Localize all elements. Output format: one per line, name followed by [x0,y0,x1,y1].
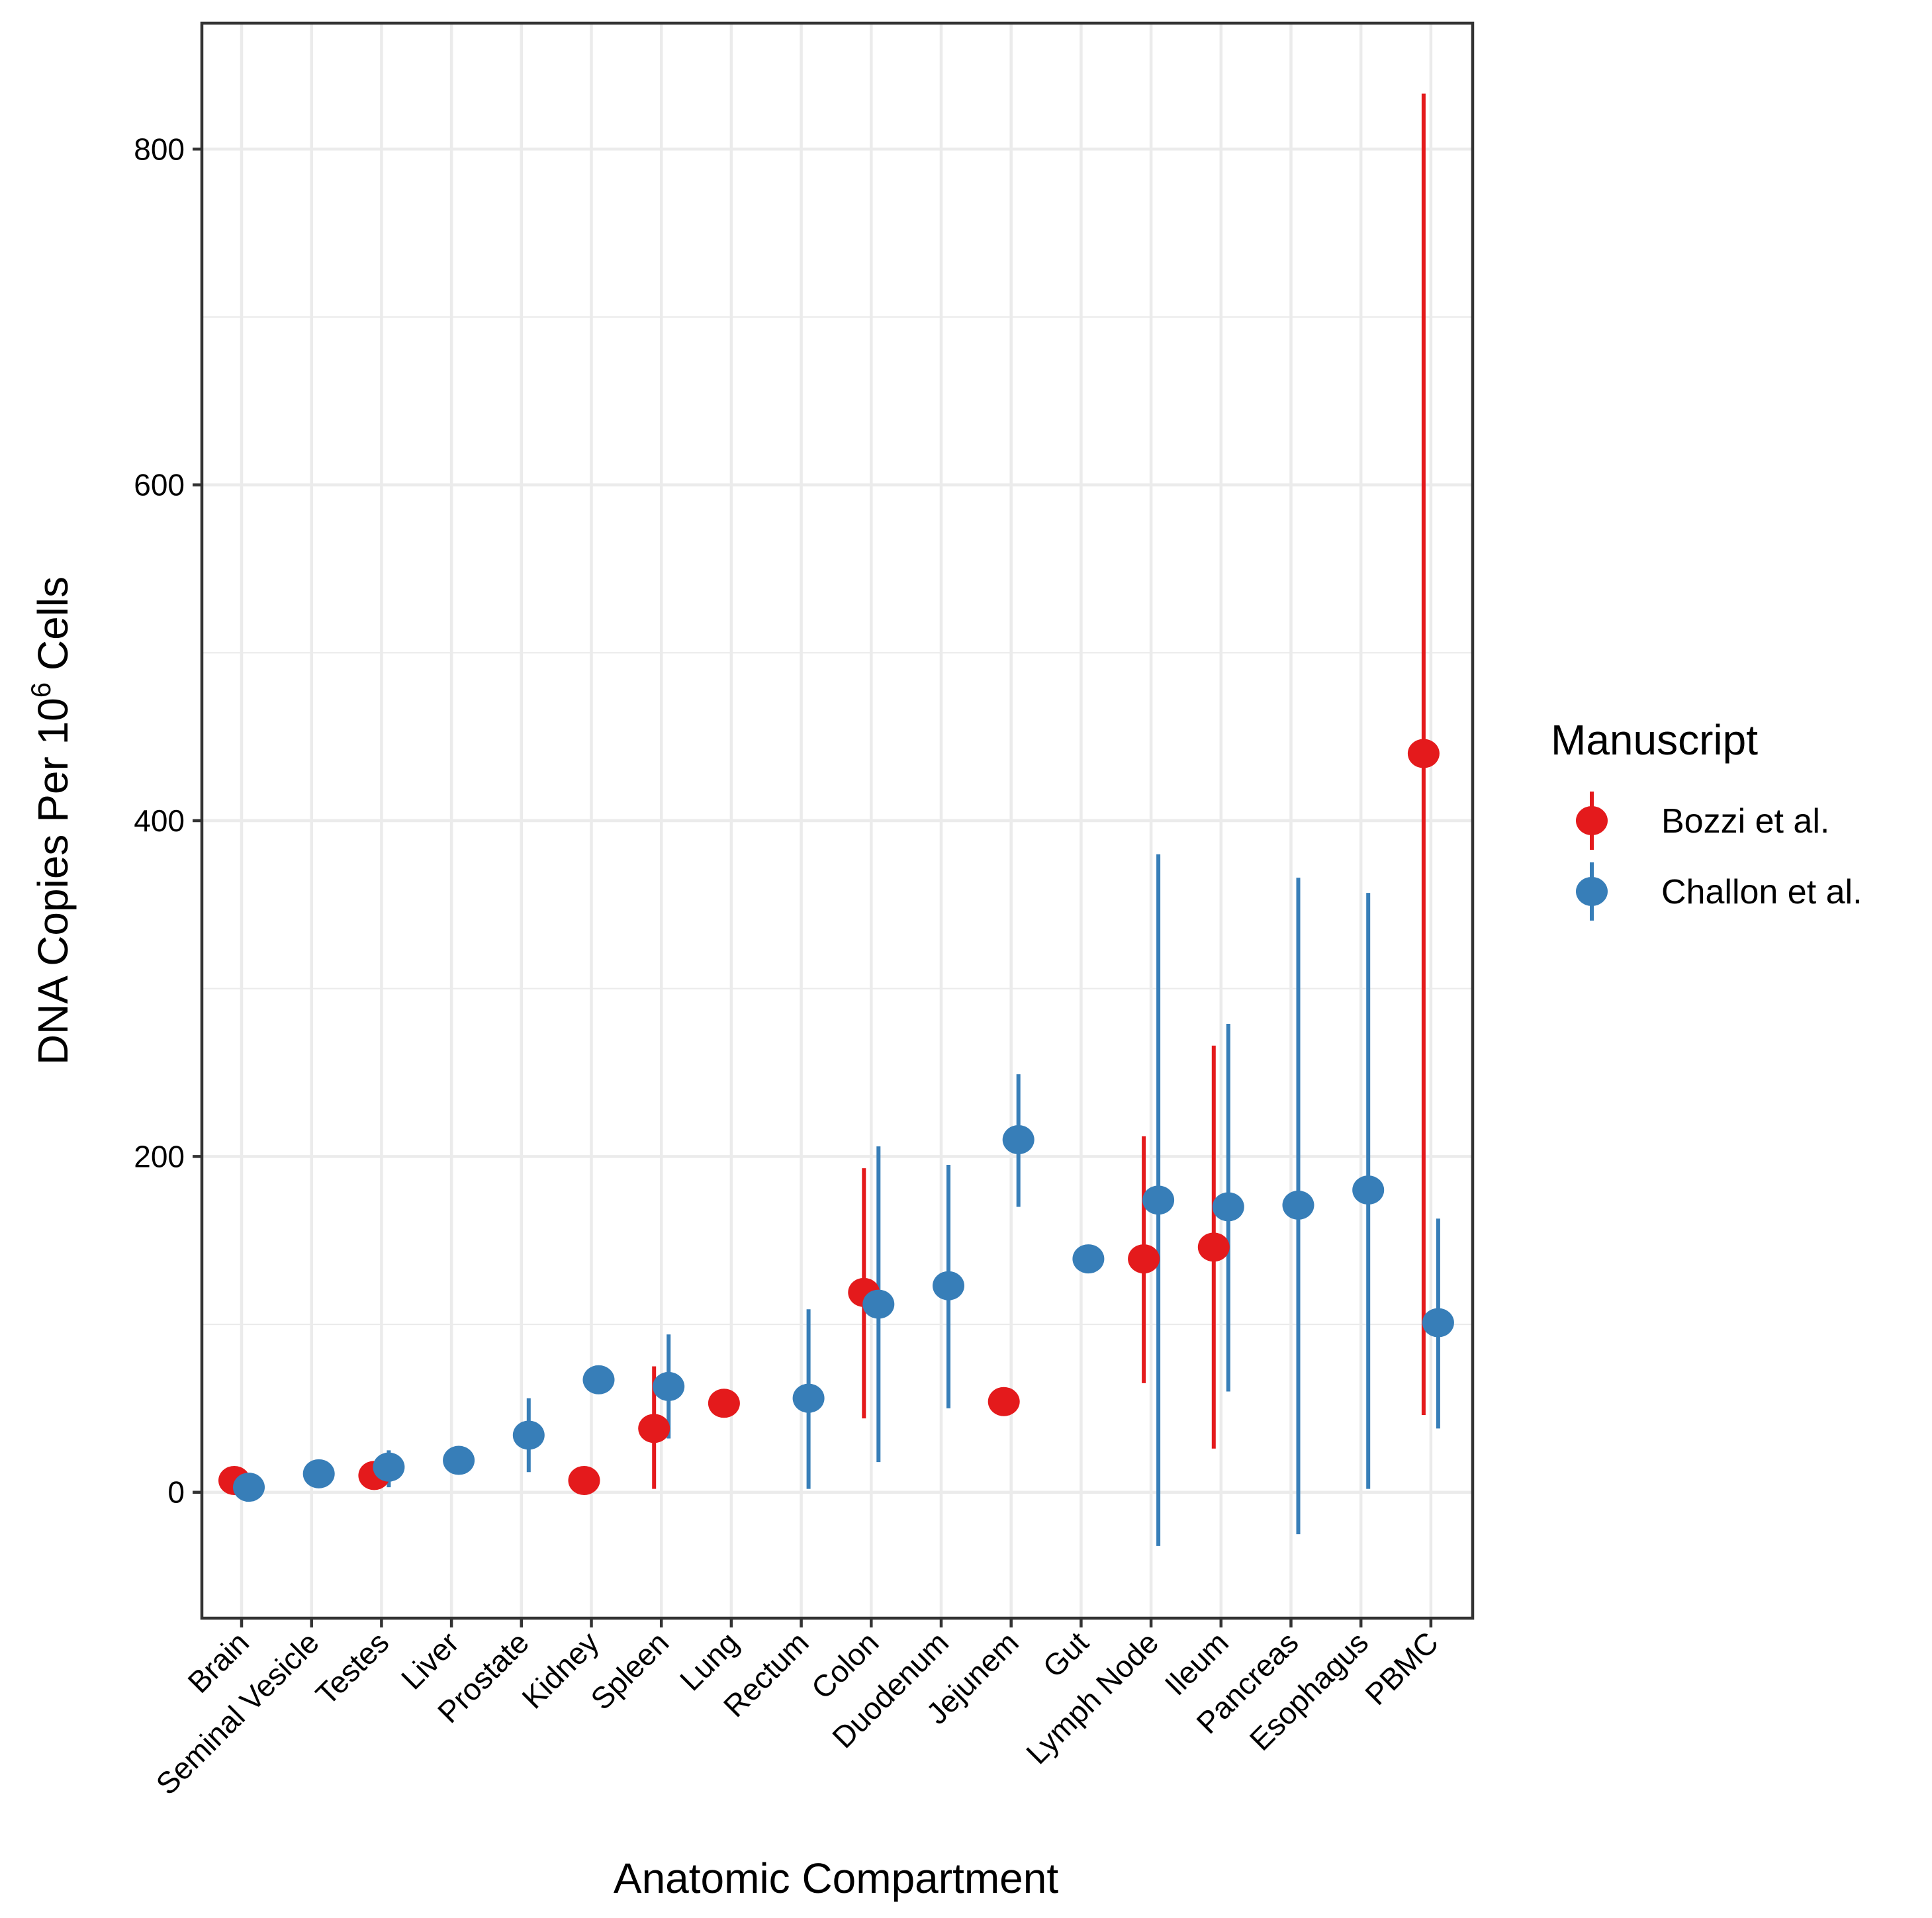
data-point [988,1387,1020,1416]
data-point [638,1414,670,1443]
data-point [568,1465,600,1495]
x-axis-title: Anatomic Compartment [614,1854,1058,1902]
data-point [302,1459,335,1488]
y-tick-label: 400 [134,803,185,838]
data-point [1128,1244,1160,1274]
data-point [1212,1192,1244,1222]
y-axis: 0 200 400 600 800 [134,132,202,1510]
data-point [1422,1308,1454,1338]
data-point [862,1289,895,1319]
y-tick-label: 200 [134,1139,185,1173]
grid-layer [202,23,1473,1618]
y-tick-label: 0 [167,1475,185,1510]
legend-key-point [1576,877,1608,906]
y-axis-title-prefix: DNA Copies Per 10 [29,698,77,1065]
legend-title: Manuscript [1551,716,1758,764]
point-layer [218,739,1454,1502]
data-point [933,1271,964,1301]
data-point [512,1420,545,1450]
data-point [708,1389,740,1418]
data-point [1197,1232,1230,1262]
data-point [233,1473,265,1502]
data-point [1072,1244,1105,1274]
data-point [443,1445,475,1475]
y-axis-title-superscript: 6 [25,682,56,698]
y-tick-label: 600 [134,468,185,502]
legend-key-point [1576,806,1608,835]
legend-label: Challon et al. [1661,873,1863,911]
y-axis-title: DNA Copies Per 106 Cells [25,576,77,1065]
y-axis-title-suffix: Cells [29,576,77,682]
plot-panel [200,21,1475,1620]
data-point [653,1371,685,1401]
data-point [1352,1175,1385,1205]
data-point [373,1452,405,1482]
y-tick-label: 800 [134,132,185,166]
legend-items: Bozzi et al. Challon et al. [1576,792,1863,921]
data-point [1002,1125,1035,1154]
data-point [792,1383,825,1413]
data-point [1142,1185,1175,1215]
data-point [582,1365,615,1394]
data-point [1282,1190,1314,1220]
legend-label: Bozzi et al. [1661,802,1829,841]
legend: Manuscript Bozzi et al. Challon et al. [1551,716,1863,921]
data-point [1407,739,1440,768]
